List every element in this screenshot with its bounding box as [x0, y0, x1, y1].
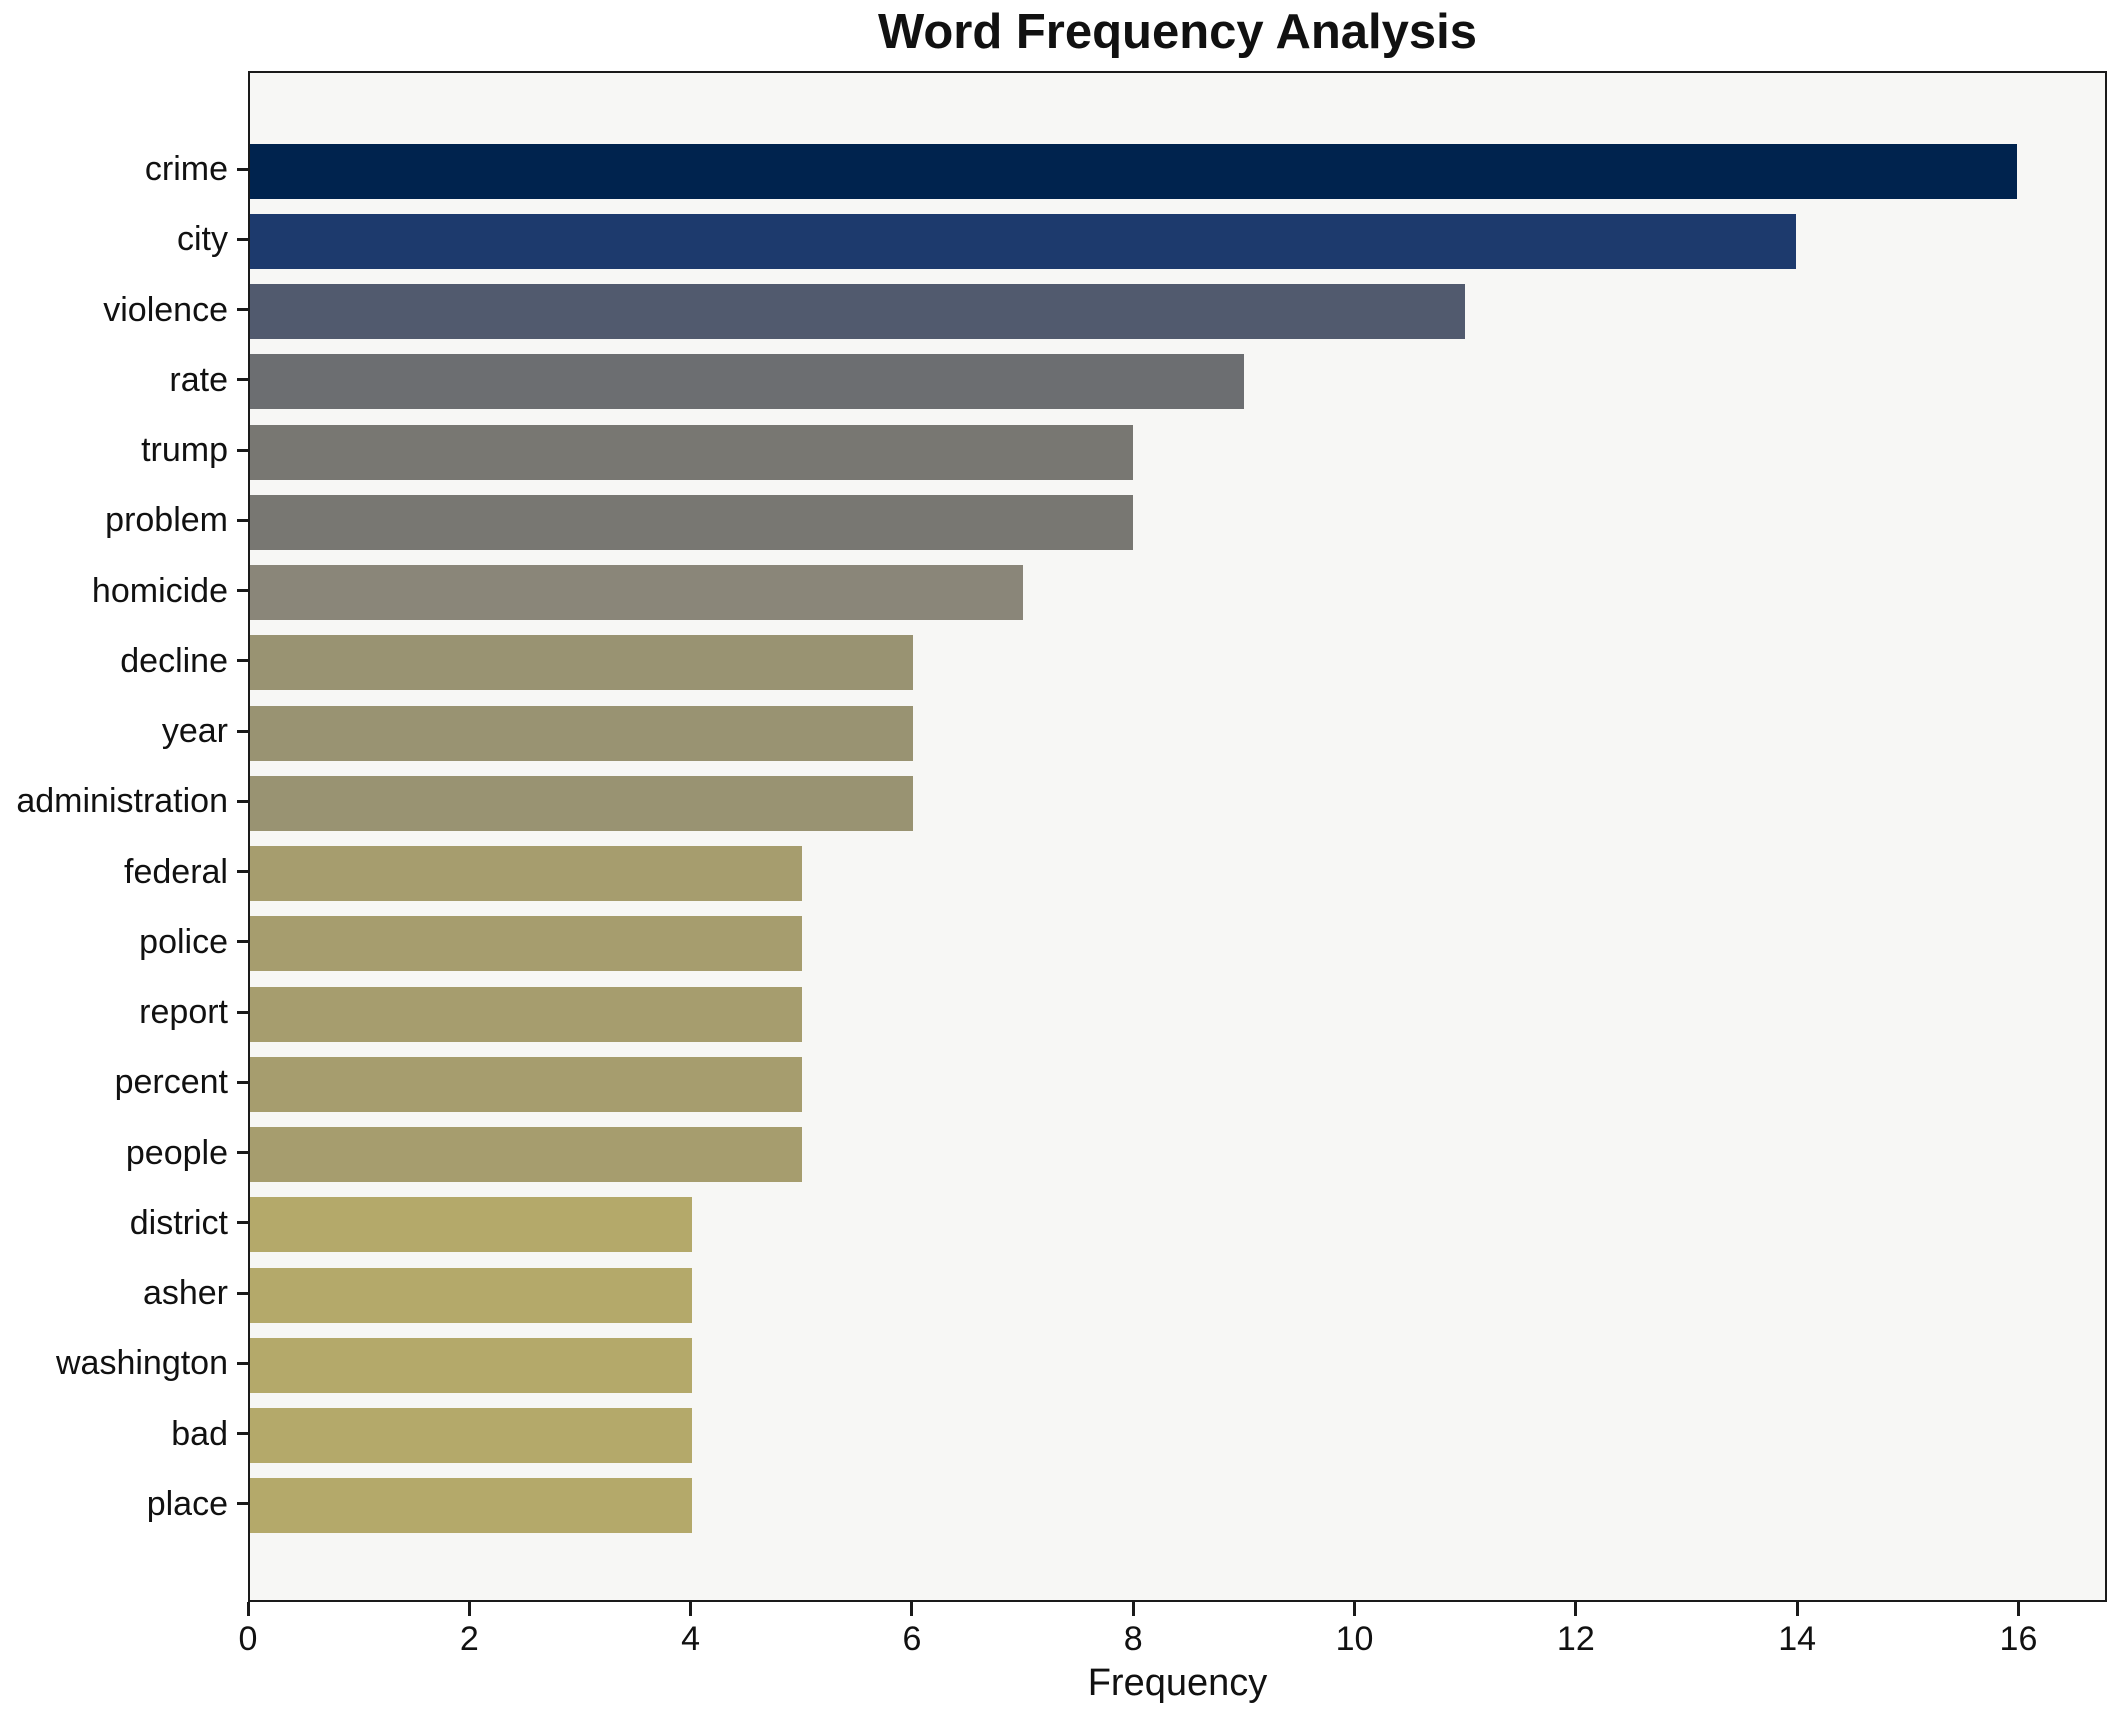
bar-year	[250, 705, 913, 761]
bar-asher	[250, 1267, 692, 1323]
x-tick-label-4: 4	[681, 1620, 701, 1658]
y-tick-label-district: district	[129, 1203, 228, 1242]
y-tick-label-year: year	[161, 712, 228, 751]
bar-federal	[250, 846, 803, 902]
y-tick-label-police: police	[139, 922, 228, 961]
y-tick-mark	[237, 448, 248, 452]
y-tick-mark	[237, 1432, 248, 1436]
y-tick-mark	[237, 589, 248, 593]
x-tick-mark	[910, 1602, 914, 1616]
x-tick-mark	[246, 1602, 250, 1616]
y-tick-label-place: place	[146, 1484, 228, 1523]
x-tick-label-8: 8	[1123, 1620, 1143, 1658]
bar-district	[250, 1197, 692, 1253]
bar-report	[250, 986, 803, 1042]
plot-area	[248, 71, 2107, 1602]
y-tick-mark	[237, 729, 248, 733]
y-tick-label-federal: federal	[124, 852, 228, 891]
x-tick-mark	[1131, 1602, 1135, 1616]
y-tick-mark	[237, 1080, 248, 1084]
y-tick-label-washington: washington	[55, 1344, 228, 1383]
bar-violence	[250, 284, 1465, 340]
bar-bad	[250, 1408, 692, 1464]
bar-police	[250, 916, 803, 972]
y-tick-mark	[237, 1291, 248, 1295]
y-tick-mark	[237, 1010, 248, 1014]
chart-title: Word Frequency Analysis	[877, 5, 1478, 59]
bar-people	[250, 1127, 803, 1183]
bar-percent	[250, 1056, 803, 1112]
x-tick-mark	[1574, 1602, 1578, 1616]
y-tick-mark	[237, 870, 248, 874]
x-tick-label-6: 6	[902, 1620, 922, 1658]
x-tick-label-0: 0	[238, 1620, 258, 1658]
bar-homicide	[250, 565, 1023, 621]
y-tick-mark	[237, 237, 248, 241]
x-tick-mark	[1353, 1602, 1357, 1616]
y-tick-mark	[237, 1502, 248, 1506]
y-tick-mark	[237, 659, 248, 663]
y-tick-mark	[237, 167, 248, 171]
y-tick-label-homicide: homicide	[91, 571, 228, 610]
bar-administration	[250, 775, 913, 831]
bar-trump	[250, 424, 1134, 480]
y-tick-mark	[237, 1151, 248, 1155]
y-tick-label-bad: bad	[171, 1414, 228, 1453]
y-tick-mark	[237, 378, 248, 382]
y-tick-mark	[237, 518, 248, 522]
y-tick-label-rate: rate	[169, 360, 228, 399]
y-tick-mark	[237, 1361, 248, 1365]
bar-place	[250, 1478, 692, 1534]
y-tick-label-problem: problem	[105, 501, 228, 540]
y-tick-label-percent: percent	[114, 1063, 228, 1102]
bar-city	[250, 213, 1796, 269]
bar-washington	[250, 1337, 692, 1393]
bar-problem	[250, 494, 1134, 550]
y-tick-label-trump: trump	[141, 431, 228, 470]
y-tick-mark	[237, 1221, 248, 1225]
y-tick-label-people: people	[125, 1133, 228, 1172]
y-tick-mark	[237, 799, 248, 803]
y-tick-label-crime: crime	[144, 150, 228, 189]
y-tick-label-administration: administration	[16, 782, 228, 821]
y-tick-label-violence: violence	[103, 290, 228, 329]
y-tick-label-report: report	[139, 993, 228, 1032]
x-axis-label: Frequency	[1087, 1662, 1268, 1704]
x-tick-mark	[689, 1602, 693, 1616]
x-tick-mark	[467, 1602, 471, 1616]
y-tick-label-decline: decline	[120, 641, 228, 680]
x-tick-mark	[1795, 1602, 1799, 1616]
x-tick-label-12: 12	[1556, 1620, 1595, 1658]
y-tick-label-city: city	[177, 220, 228, 259]
y-tick-label-asher: asher	[142, 1274, 228, 1313]
x-tick-mark	[2016, 1602, 2020, 1616]
bar-rate	[250, 354, 1244, 410]
x-tick-label-16: 16	[1999, 1620, 2038, 1658]
x-tick-label-14: 14	[1778, 1620, 1817, 1658]
y-tick-mark	[237, 940, 248, 944]
bar-crime	[250, 143, 2017, 199]
y-tick-mark	[237, 308, 248, 312]
bar-decline	[250, 635, 913, 691]
x-tick-label-2: 2	[459, 1620, 479, 1658]
x-tick-label-10: 10	[1335, 1620, 1374, 1658]
